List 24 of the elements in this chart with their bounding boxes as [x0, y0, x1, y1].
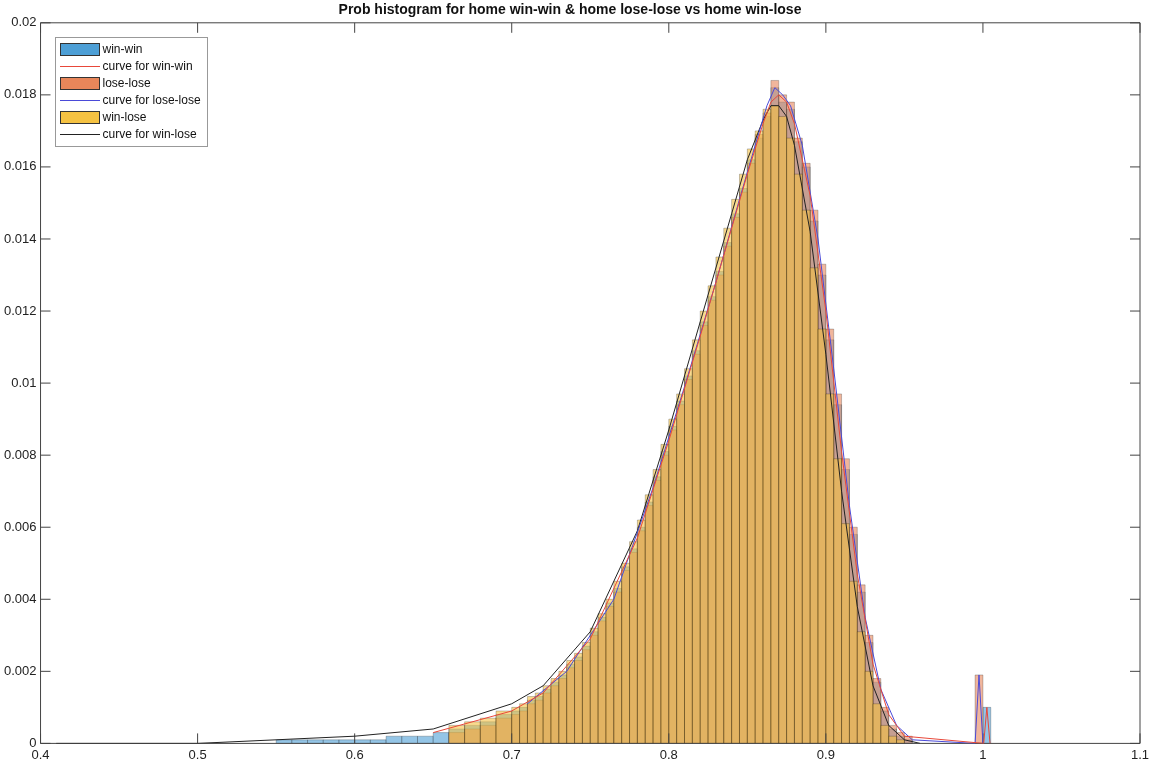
y-tick-label: 0.002 [3, 662, 37, 678]
chart-title: Prob histogram for home win-win & home lose-lose vs home win-lose [338, 1, 802, 18]
y-tick-label: 0.006 [3, 518, 37, 534]
y-tick-label: 0.012 [3, 302, 37, 318]
legend-label: win-lose [102, 110, 147, 125]
x-tick-label: 0.5 [188, 746, 207, 762]
y-tick-label: 0.014 [3, 230, 37, 246]
y-tick-label: 0.018 [3, 86, 37, 102]
x-tick-label: 0.9 [816, 746, 835, 762]
y-tick-label: 0.008 [3, 446, 37, 462]
x-tick-label: 1.1 [1130, 746, 1150, 762]
legend-label: win-win [102, 42, 143, 57]
x-tick-label: 0.6 [345, 746, 364, 762]
legend-label: curve for win-lose [102, 127, 197, 142]
x-tick-label: 0.7 [502, 746, 521, 762]
x-tick-label: 0.8 [659, 746, 678, 762]
y-tick-label: 0.02 [11, 14, 37, 30]
legend-label: curve for lose-lose [102, 93, 201, 108]
legend-label: lose-lose [102, 76, 151, 91]
y-tick-label: 0.004 [3, 590, 37, 606]
legend-label: curve for win-win [102, 59, 193, 74]
x-tick-label: 1 [979, 746, 987, 762]
y-tick-label: 0.016 [3, 158, 37, 174]
y-tick-label: 0.01 [11, 374, 37, 390]
